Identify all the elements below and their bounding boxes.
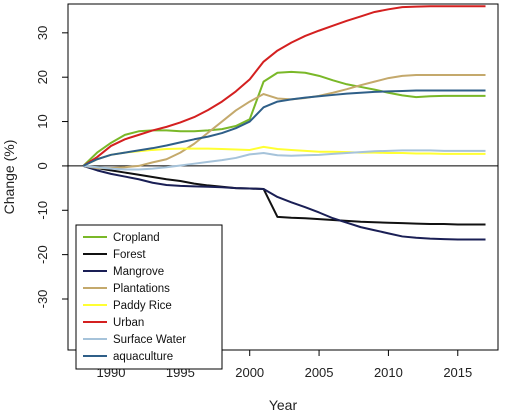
y-axis: -30 -20 -10 0 10 20 30 — [35, 26, 68, 309]
series-line-paddy-rice — [82, 145, 486, 167]
plot-frame — [67, 3, 499, 351]
series-layer — [82, 5, 486, 241]
legend-label-urban: Urban — [113, 317, 144, 329]
legend-box — [75, 224, 223, 370]
y-tick-label: -20 — [35, 245, 50, 264]
y-tick-label: -30 — [35, 290, 50, 309]
legend: Cropland Forest Mangrove Plantations Paddy R… — [75, 224, 223, 370]
legend-label-paddy-rice: Paddy Rice — [113, 300, 172, 312]
x-tick-label: 2000 — [235, 365, 264, 380]
legend-label-cropland: Cropland — [113, 232, 160, 244]
x-tick-label: 2010 — [374, 365, 403, 380]
y-tick-label: -10 — [35, 201, 50, 220]
y-tick-label: 0 — [35, 162, 50, 169]
legend-label-aquaculture: aquaculture — [113, 351, 173, 363]
series-line-forest — [83, 164, 486, 226]
x-tick-label: 2015 — [443, 365, 472, 380]
legend-label-mangrove: Mangrove — [113, 266, 164, 278]
legend-label-forest: Forest — [113, 249, 146, 261]
series-line-aquaculture — [82, 89, 486, 167]
x-axis-title: Year — [269, 397, 298, 413]
series-line-plantations — [83, 73, 486, 170]
series-line-mangrove — [82, 164, 486, 241]
legend-label-surface-water: Surface Water — [113, 334, 186, 346]
y-tick-label: 20 — [35, 70, 50, 84]
legend-label-plantations: Plantations — [113, 283, 170, 295]
series-line-surface-water — [83, 149, 486, 171]
y-axis-title: Change (%) — [1, 140, 17, 215]
y-tick-label: 10 — [35, 114, 50, 128]
y-tick-label: 30 — [35, 26, 50, 40]
series-line-urban — [82, 5, 486, 167]
x-tick-label: 2005 — [305, 365, 334, 380]
